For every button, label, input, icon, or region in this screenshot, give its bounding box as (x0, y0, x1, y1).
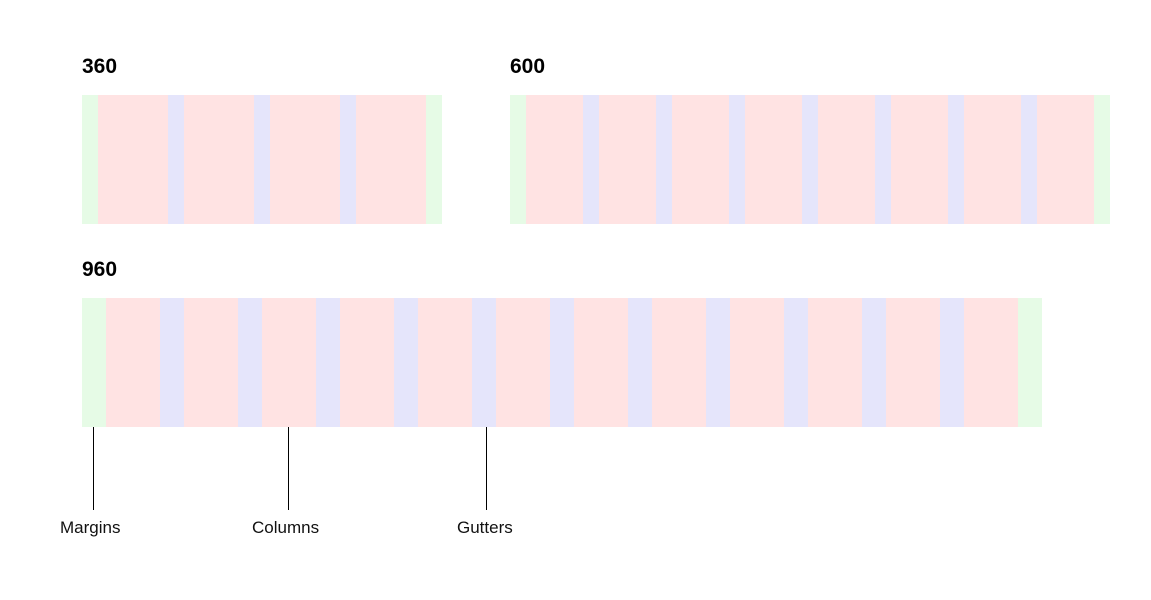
grid-title-600: 600 (510, 55, 546, 78)
grid-gutter (862, 298, 886, 427)
grid-gutter (550, 298, 574, 427)
grid-column (730, 298, 784, 427)
grid-column (1037, 95, 1094, 224)
grid-gutter (238, 298, 262, 427)
grid-column (599, 95, 656, 224)
grid-gutter (628, 298, 652, 427)
grid-gutter (340, 95, 356, 224)
grid-gutter (254, 95, 270, 224)
grid-column (574, 298, 628, 427)
grid-column (356, 95, 426, 224)
grid-600 (510, 95, 1110, 224)
grid-title-360: 360 (82, 55, 118, 78)
gutters-leader-line (486, 427, 487, 510)
grid-gutter (316, 298, 340, 427)
grid-gutter (948, 95, 964, 224)
grid-margin-right (1094, 95, 1110, 224)
grid-gutter (784, 298, 808, 427)
grid-column (98, 95, 168, 224)
grid-column (891, 95, 948, 224)
grid-column (886, 298, 940, 427)
grid-960 (82, 298, 1042, 427)
columns-leader-line (288, 427, 289, 510)
grid-gutter (160, 298, 184, 427)
grid-column (496, 298, 550, 427)
grid-column (808, 298, 862, 427)
grid-margin-right (426, 95, 442, 224)
margins-label: Margins (60, 518, 121, 537)
grid-gutter (168, 95, 184, 224)
grid-column (652, 298, 706, 427)
grid-gutter (706, 298, 730, 427)
grid-column (106, 298, 160, 427)
grid-360 (82, 95, 442, 224)
grid-gutter (802, 95, 818, 224)
grid-gutter (875, 95, 891, 224)
grid-column (184, 95, 254, 224)
grid-gutter (583, 95, 599, 224)
grid-gutter (940, 298, 964, 427)
margins-leader-line (93, 427, 94, 510)
grid-margin-left (82, 298, 106, 427)
grid-gutter (1021, 95, 1037, 224)
grid-gutter (394, 298, 418, 427)
grid-column (964, 298, 1018, 427)
grid-gutter (472, 298, 496, 427)
grid-column (418, 298, 472, 427)
grid-column (270, 95, 340, 224)
grid-column (262, 298, 316, 427)
gutters-label: Gutters (457, 518, 513, 537)
grid-column (964, 95, 1021, 224)
grid-title-960: 960 (82, 258, 118, 281)
grid-column (340, 298, 394, 427)
grid-column (745, 95, 802, 224)
grid-margin-right (1018, 298, 1042, 427)
columns-label: Columns (252, 518, 320, 537)
grid-gutter (729, 95, 745, 224)
grid-column (672, 95, 729, 224)
grid-column (526, 95, 583, 224)
grid-margin-left (510, 95, 526, 224)
grid-gutter (656, 95, 672, 224)
grid-column (184, 298, 238, 427)
grid-margin-left (82, 95, 98, 224)
grid-column (818, 95, 875, 224)
